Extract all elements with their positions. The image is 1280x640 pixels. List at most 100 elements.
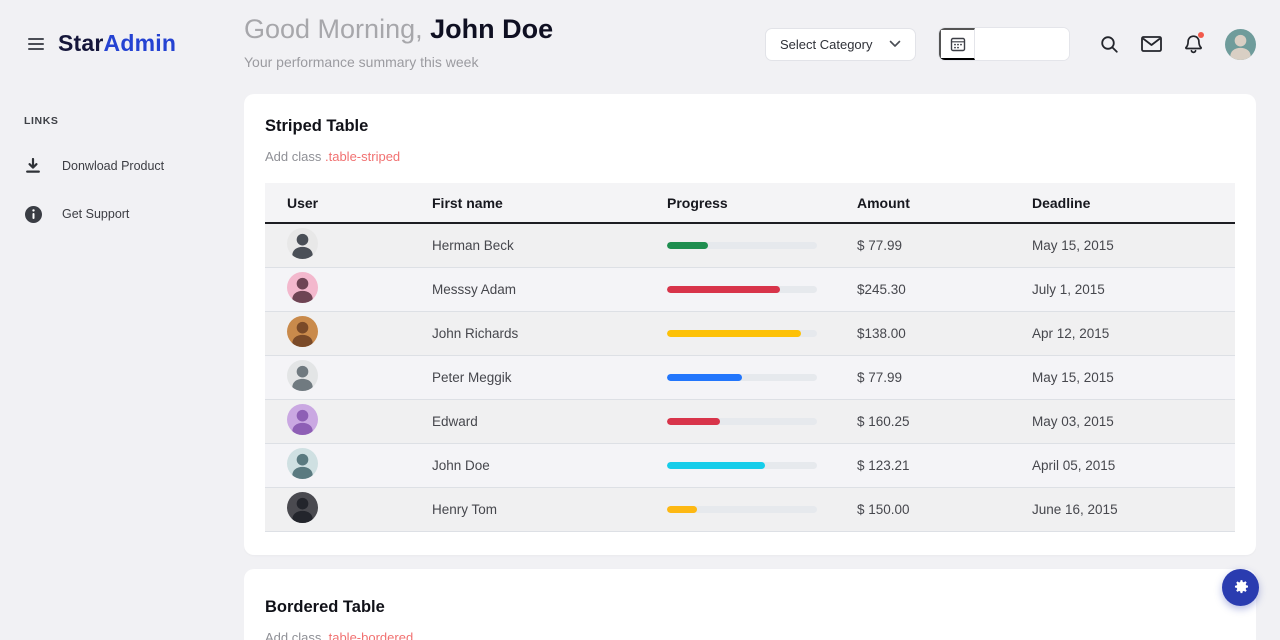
chevron-down-icon <box>889 35 901 53</box>
table-row: Henry Tom $ 150.00 June 16, 2015 <box>265 487 1235 532</box>
notification-dot <box>1198 32 1204 38</box>
topbar-controls: Select Category <box>765 27 1256 61</box>
sidebar-item-download-product[interactable]: Donwload Product <box>24 157 244 175</box>
greeting-text: Good Morning, <box>244 14 431 44</box>
mail-icon[interactable] <box>1141 36 1162 52</box>
amount-cell: $ 150.00 <box>835 487 1010 532</box>
sidebar-item-get-support[interactable]: Get Support <box>24 205 244 223</box>
card-subtitle: Add class .table-striped <box>265 149 1235 164</box>
topbar: Good Morning, John Doe Your performance … <box>244 0 1256 94</box>
user-avatar[interactable] <box>1225 28 1256 60</box>
date-input[interactable] <box>975 28 1069 60</box>
info-icon <box>24 205 42 223</box>
brand-logo-secondary: Admin <box>103 30 177 56</box>
progress-bar-fill <box>667 285 780 293</box>
card-title: Bordered Table <box>265 597 385 616</box>
user-cell <box>265 267 410 312</box>
first-name-cell: Herman Beck <box>410 223 645 268</box>
striped-table-card: Striped Table Add class .table-striped U… <box>244 94 1256 555</box>
user-cell <box>265 311 410 356</box>
amount-cell: $ 77.99 <box>835 355 1010 400</box>
avatar <box>287 316 318 347</box>
settings-fab-button[interactable] <box>1222 569 1259 606</box>
card-subtitle-text: Add class <box>265 149 322 164</box>
deadline-cell: May 03, 2015 <box>1010 399 1235 444</box>
table-row: Peter Meggik $ 77.99 May 15, 2015 <box>265 355 1235 400</box>
first-name-cell: John Richards <box>410 311 645 356</box>
progress-cell <box>645 355 835 400</box>
sidebar-item-label: Get Support <box>62 207 130 221</box>
progress-cell <box>645 223 835 268</box>
progress-bar <box>667 505 817 513</box>
first-name-cell: Peter Meggik <box>410 355 645 400</box>
amount-cell: $ 123.21 <box>835 443 1010 488</box>
greeting-subtitle: Your performance summary this week <box>244 54 479 71</box>
card-subtitle-text: Add class <box>265 629 322 640</box>
progress-bar <box>667 285 817 293</box>
deadline-cell: Apr 12, 2015 <box>1010 311 1235 356</box>
progress-bar-fill <box>667 241 708 249</box>
column-header-amount: Amount <box>835 183 1010 224</box>
user-cell <box>265 443 410 488</box>
deadline-cell: May 15, 2015 <box>1010 355 1235 400</box>
sidebar: StarAdmin LINKS Donwload Product Get Sup… <box>0 0 244 640</box>
category-select[interactable]: Select Category <box>765 27 916 61</box>
sidebar-item-label: Donwload Product <box>62 159 165 173</box>
progress-bar <box>667 373 817 381</box>
date-picker-group <box>938 27 1070 61</box>
calendar-icon[interactable] <box>939 28 975 60</box>
page-title: Good Morning, John Doe <box>244 14 553 45</box>
progress-bar <box>667 461 817 469</box>
avatar <box>287 448 318 479</box>
striped-table: User First name Progress Amount Deadline… <box>265 183 1235 532</box>
table-header-row: User First name Progress Amount Deadline <box>265 183 1235 224</box>
hamburger-menu-button[interactable] <box>28 37 44 50</box>
deadline-cell: May 15, 2015 <box>1010 223 1235 268</box>
deadline-cell: April 05, 2015 <box>1010 443 1235 488</box>
user-cell <box>265 355 410 400</box>
progress-bar <box>667 241 817 249</box>
search-icon[interactable] <box>1100 35 1119 54</box>
user-cell <box>265 223 410 268</box>
progress-bar <box>667 417 817 425</box>
avatar <box>287 360 318 391</box>
user-cell <box>265 487 410 532</box>
progress-cell <box>645 399 835 444</box>
column-header-deadline: Deadline <box>1010 183 1235 224</box>
bordered-table-card: Bordered Table Add class .table-bordered <box>244 568 1256 640</box>
bell-icon[interactable] <box>1184 32 1204 54</box>
brand-logo[interactable]: StarAdmin <box>58 30 176 57</box>
card-subtitle-code: .table-bordered <box>325 629 414 640</box>
greeting-block: Good Morning, John Doe Your performance … <box>244 14 553 70</box>
progress-cell <box>645 443 835 488</box>
deadline-cell: July 1, 2015 <box>1010 267 1235 312</box>
brand-logo-primary: Star <box>58 30 104 56</box>
category-select-value: Select Category <box>780 36 873 52</box>
card-subtitle-code: .table-striped <box>325 149 401 164</box>
column-header-progress: Progress <box>645 183 835 224</box>
avatar <box>287 404 318 435</box>
amount-cell: $ 77.99 <box>835 223 1010 268</box>
amount-cell: $ 160.25 <box>835 399 1010 444</box>
column-header-first-name: First name <box>410 183 645 224</box>
progress-bar-fill <box>667 461 765 469</box>
card-title: Striped Table <box>265 117 369 135</box>
main-column: Good Morning, John Doe Your performance … <box>244 0 1280 640</box>
content-area: Striped Table Add class .table-striped U… <box>244 94 1256 640</box>
card-subtitle: Add class .table-bordered <box>265 630 1235 640</box>
table-row: Messsy Adam $245.30 July 1, 2015 <box>265 267 1235 312</box>
first-name-cell: Henry Tom <box>410 487 645 532</box>
navbar-icons <box>1100 28 1256 60</box>
avatar <box>287 492 318 523</box>
column-header-user: User <box>265 183 410 224</box>
deadline-cell: June 16, 2015 <box>1010 487 1235 532</box>
progress-bar-fill <box>667 505 697 513</box>
first-name-cell: Edward <box>410 399 645 444</box>
sidebar-nav: LINKS Donwload Product Get Support <box>0 115 244 223</box>
amount-cell: $245.30 <box>835 267 1010 312</box>
download-icon <box>24 157 42 175</box>
table-row: Herman Beck $ 77.99 May 15, 2015 <box>265 223 1235 268</box>
table-row: John Doe $ 123.21 April 05, 2015 <box>265 443 1235 488</box>
progress-cell <box>645 267 835 312</box>
table-row: Edward $ 160.25 May 03, 2015 <box>265 399 1235 444</box>
